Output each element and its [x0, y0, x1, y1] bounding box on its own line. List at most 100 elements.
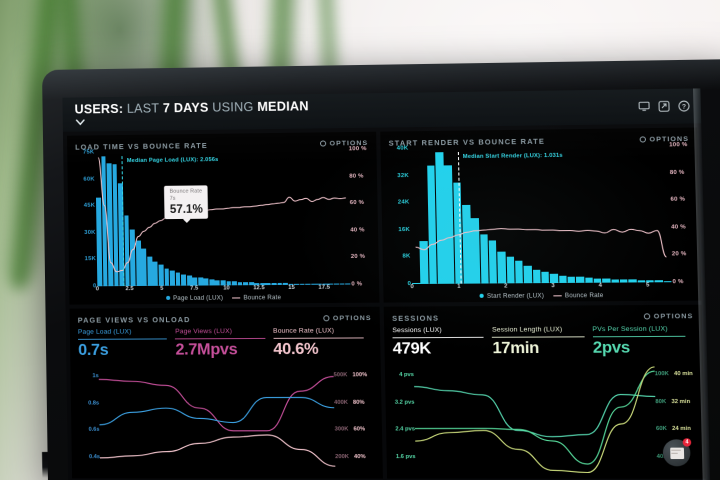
- panel-load-time: LOAD TIME VS BOUNCE RATE OPTIONS 0 15K 30K…: [66, 131, 380, 305]
- legend-line: [232, 297, 241, 299]
- sparkline-area: 1s 0.8s 0.6s 0.4s 500K 100% 400K 80% 300K 60% 200…: [70, 368, 382, 477]
- axis-tick-primary: 200K: [335, 453, 349, 460]
- x-axis-tick: 0: [410, 284, 414, 291]
- tooltip-value: 57.1%: [169, 203, 203, 216]
- page-title: USERS: LAST 7 DAYS USING MEDIAN: [74, 99, 314, 128]
- axis-tick-label: 32K: [397, 172, 409, 179]
- x-axis-tick: 4: [598, 282, 603, 289]
- x-axis-tick: 5: [160, 285, 164, 292]
- axis-tick-secondary: 80%: [352, 399, 365, 406]
- plot-area: Median Start Render (LUX): 1.031s: [409, 149, 672, 285]
- options-button[interactable]: OPTIONS: [644, 313, 693, 321]
- axis-tick-secondary: 40%: [353, 453, 366, 460]
- sparkline-series: [414, 386, 656, 437]
- panel-grid: LOAD TIME VS BOUNCE RATE OPTIONS 0 15K 30K…: [63, 123, 710, 480]
- chart-legend: Page Load (LUX) Bounce Rate: [69, 291, 379, 304]
- kpi-card[interactable]: Page Views (LUX) 2.7Mpvs: [175, 328, 274, 369]
- axis-tick-label: 60 %: [670, 196, 686, 204]
- axis-tick-primary: 60K: [655, 425, 667, 433]
- axis-tick-label: 200K 40%: [335, 454, 366, 460]
- kpi-value: 17min: [492, 339, 540, 358]
- median-label: Median Page Load (LUX): 2.056s: [126, 156, 219, 165]
- panel-page-views: PAGE VIEWS VS ONLOAD OPTIONS Page Load (…: [69, 306, 383, 479]
- sparkline-series: [414, 367, 657, 473]
- topbar-icons: ?: [638, 100, 691, 113]
- kpi-card[interactable]: Sessions (LUX) 479K: [392, 327, 493, 368]
- axis-tick-label: 40 %: [671, 224, 686, 231]
- axis-tick-primary: 100K: [654, 371, 669, 378]
- axis-tick-label: 0.4s: [88, 453, 101, 460]
- chevron-down-icon[interactable]: [75, 101, 314, 127]
- axis-tick-label: 80 %: [669, 169, 685, 176]
- app-topbar: USERS: LAST 7 DAYS USING MEDIAN: [62, 88, 702, 132]
- kpi-row: Page Load (LUX) 0.7s Page Views (LUX) 2.7Mp…: [78, 327, 373, 369]
- legend-item[interactable]: Page Load (LUX): [165, 295, 224, 302]
- kpi-label: Page Views (LUX): [175, 327, 233, 336]
- share-icon[interactable]: [658, 100, 671, 112]
- gear-icon: [640, 136, 647, 143]
- axis-tick-secondary: 100%: [352, 372, 368, 379]
- legend-label: Bounce Rate: [243, 295, 282, 302]
- options-button[interactable]: OPTIONS: [323, 314, 372, 322]
- line-series: [409, 149, 671, 284]
- gear-icon: [644, 313, 651, 320]
- kpi-card[interactable]: Bounce Rate (LUX) 40.6%: [273, 327, 373, 368]
- kpi-card[interactable]: Page Load (LUX) 0.7s: [78, 328, 176, 369]
- panel-sessions: SESSIONS OPTIONS Sessions (LUX) 479K Sessi…: [383, 304, 706, 479]
- x-axis-tick: 10: [223, 285, 230, 292]
- chat-widget[interactable]: 4: [662, 438, 692, 467]
- sparkline-series: [100, 435, 336, 466]
- kpi-label: Session Length (LUX): [491, 326, 563, 334]
- chart-start-render: 0 8K 16K 24K 32K 40K 0 % 20 % 40 % 60 % 80 % 100 %…: [381, 142, 702, 303]
- legend-item[interactable]: Bounce Rate: [232, 295, 281, 301]
- axis-tick-secondary: 40 min: [674, 371, 693, 378]
- chart-load-time: 0 15K 30K 45K 60K 75K 0 % 20 % 40 % 60 % 80 % 100 …: [67, 146, 379, 305]
- mini-axis-left: 1s 0.8s 0.6s 0.4s: [72, 369, 100, 472]
- axis-tick-label: 40K: [396, 145, 409, 152]
- kpi-value: 479K: [392, 340, 432, 358]
- axis-tick-secondary: 24 min: [672, 425, 691, 433]
- legend-label: Page Load (LUX): [173, 295, 224, 302]
- panel-title: PAGE VIEWS VS ONLOAD: [77, 314, 191, 325]
- kpi-card[interactable]: PVs Per Session (LUX) 2pvs: [592, 325, 694, 367]
- x-axis-tick: 15: [288, 284, 295, 292]
- kpi-value: 40.6%: [273, 340, 319, 359]
- mini-axis-left: 4 pvs 3.2 pvs 2.4 pvs 1.6 pvs: [387, 368, 416, 473]
- kpi-card[interactable]: Session Length (LUX) 17min: [492, 326, 593, 368]
- kpi-rule: [175, 337, 266, 340]
- y-axis-left: 0 8K 16K 24K 32K 40K: [383, 145, 412, 287]
- axis-tick-primary: 400K: [334, 399, 348, 406]
- gear-icon: [323, 315, 330, 322]
- axis-tick-label: 24K: [397, 199, 410, 206]
- axis-tick-label: 3.2 pvs: [394, 399, 415, 406]
- title-using: USING: [212, 99, 254, 115]
- x-axis-tick: 2: [504, 283, 508, 290]
- kpi-rule: [492, 336, 585, 338]
- panel-title: START RENDER VS BOUNCE RATE: [388, 136, 546, 148]
- legend-item[interactable]: Bounce Rate: [553, 292, 604, 300]
- desktop-icon[interactable]: [638, 100, 651, 112]
- x-axis-tick: 12.5: [253, 285, 265, 292]
- legend-item[interactable]: Start Render (LUX): [479, 293, 545, 300]
- sparkline-area: 4 pvs 3.2 pvs 2.4 pvs 1.6 pvs 100K 40 min 80K…: [385, 367, 706, 477]
- axis-tick-label: 2.4 pvs: [395, 426, 416, 433]
- tooltip-sub: 7s: [169, 195, 176, 202]
- median-label: Median Start Render (LUX): 1.031s: [462, 152, 563, 161]
- axis-tick-label: 100 %: [348, 146, 367, 153]
- options-label: OPTIONS: [653, 312, 694, 320]
- kpi-value: 2pvs: [592, 339, 631, 357]
- legend-label: Bounce Rate: [564, 292, 604, 300]
- kpi-value: 2.7Mpvs: [175, 341, 238, 359]
- help-icon[interactable]: ?: [678, 100, 691, 112]
- legend-dot: [165, 296, 171, 301]
- panel-header: SESSIONS OPTIONS: [392, 310, 693, 324]
- x-axis-tick: 0: [95, 286, 100, 293]
- axis-tick-label: 0 %: [672, 279, 684, 286]
- bounce-rate-line: [98, 155, 347, 272]
- legend-label: Start Render (LUX): [486, 293, 545, 300]
- laptop-screen: USERS: LAST 7 DAYS USING MEDIAN: [62, 88, 711, 480]
- x-axis-tick: 3: [551, 283, 555, 290]
- axis-tick-label: 500K 100%: [334, 372, 368, 378]
- chart-legend: Start Render (LUX) Bounce Rate: [383, 289, 701, 302]
